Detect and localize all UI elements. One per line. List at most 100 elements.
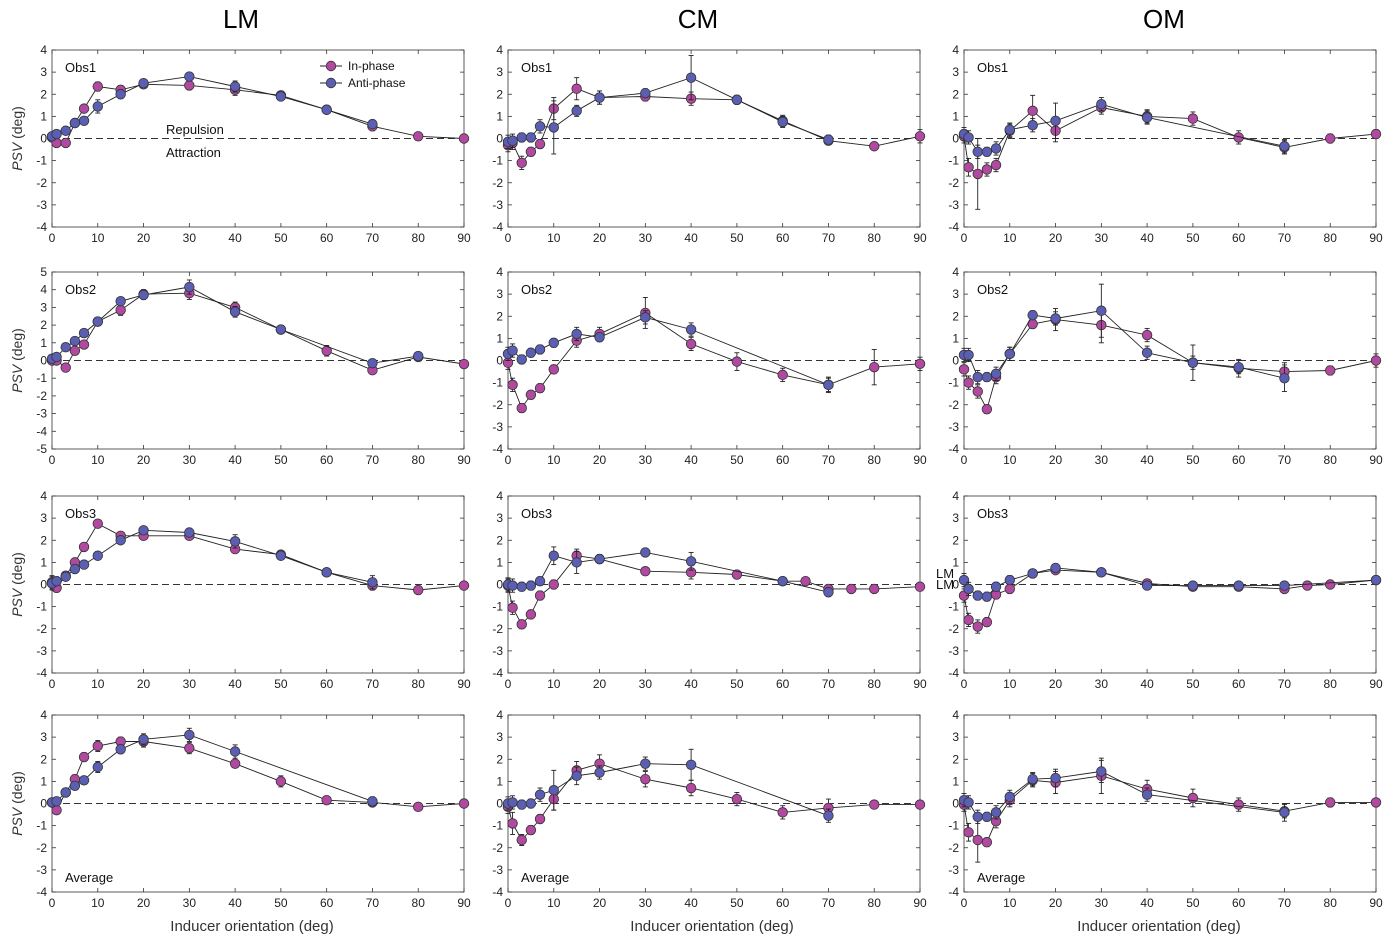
x-tick-label: 0 [961,231,968,245]
y-tick-label: 3 [40,65,47,79]
data-point [594,332,605,343]
series-anti-phase [46,525,378,591]
panel-label: Obs3 [65,506,96,521]
x-tick-label: 80 [1324,231,1338,245]
data-point [413,801,424,813]
y-tick-label: -3 [36,198,47,212]
data-point [60,571,71,582]
data-point [972,811,983,822]
data-point [534,575,546,587]
x-tick-label: 30 [1095,677,1109,691]
data-point [525,347,537,358]
y-tick-label: -1 [948,819,959,833]
data-point [685,72,697,83]
column-title-om: OM [1143,4,1185,34]
data-point [640,773,651,785]
x-tick-label: 60 [320,896,334,910]
x-tick-label: 20 [137,231,151,245]
data-point [823,810,834,821]
y-tick-label: 2 [40,87,47,101]
data-point [534,789,546,800]
data-point [321,104,332,115]
data-point [963,827,974,838]
y-tick-label: 1 [40,774,47,788]
data-point [972,146,983,157]
x-tick-label: 90 [913,677,927,691]
y-tick-label: 5 [40,265,47,279]
y-axis-label: PSV (deg) [9,106,25,171]
x-tick-label: 50 [730,231,744,245]
x-tick-label: 40 [228,231,242,245]
data-point [184,80,195,91]
data-point [78,339,90,350]
data-point [640,758,651,769]
x-axis-label-om: Inducer orientation (deg) [1077,918,1241,935]
data-point [640,566,651,577]
x-tick-label: 40 [684,231,698,245]
y-tick-label: -2 [492,176,503,190]
data-point [846,583,857,595]
data-point [138,734,149,745]
x-tick-label: 60 [320,677,334,691]
x-tick-label: 10 [547,453,561,467]
x-tick-label: 20 [593,453,607,467]
data-point [78,775,90,786]
x-tick-label: 30 [1095,231,1109,245]
y-tick-label: 3 [496,511,503,525]
x-tick-label: 50 [1186,896,1200,910]
x-tick-label: 30 [639,231,653,245]
data-point [1141,347,1153,358]
data-point [60,137,71,149]
series-anti-phase [46,279,424,369]
y-tick-label: 4 [952,708,959,722]
data-point [507,602,518,613]
data-point [685,759,697,770]
y-tick-label: -1 [492,154,503,168]
data-point [115,535,126,546]
y-tick-label: 1 [496,331,503,345]
data-point [525,146,537,157]
data-point [78,559,90,570]
y-tick-label: -3 [948,644,959,658]
data-point [685,556,697,567]
data-point [525,132,537,143]
x-tick-label: 0 [49,677,56,691]
data-point [548,550,559,561]
data-point [69,780,81,792]
legend-marker-anti-phase [325,77,337,89]
y-tick-label: 0 [952,797,959,811]
y-tick-label: -2 [36,622,47,636]
y-tick-label: 2 [496,309,503,323]
data-point [1141,329,1153,341]
x-tick-label: 60 [320,231,334,245]
series-in-phase [46,518,470,596]
series-line [51,286,419,364]
x-tick-label: 30 [183,453,197,467]
x-tick-label: 20 [593,896,607,910]
data-point [963,162,974,173]
y-tick-label: -4 [36,666,47,680]
series-line [963,319,1377,411]
data-point [685,782,697,794]
data-point [1233,580,1244,591]
x-tick-label: 0 [49,231,56,245]
data-point [51,128,62,140]
data-point [51,796,62,807]
data-point [458,133,470,144]
data-point [972,621,983,632]
x-tick-label: 0 [961,453,968,467]
x-tick-label: 60 [1232,677,1246,691]
series-anti-phase [958,283,1290,392]
x-tick-label: 0 [49,896,56,910]
series-anti-phase [502,55,834,155]
data-point [914,799,926,810]
series-in-phase [958,564,1382,634]
data-point [413,131,424,142]
data-point [571,770,582,782]
x-tick-label: 40 [684,453,698,467]
x-tick-label: 60 [320,453,334,467]
y-tick-label: -3 [948,863,959,877]
data-point [516,354,527,365]
x-tick-label: 20 [1049,453,1063,467]
